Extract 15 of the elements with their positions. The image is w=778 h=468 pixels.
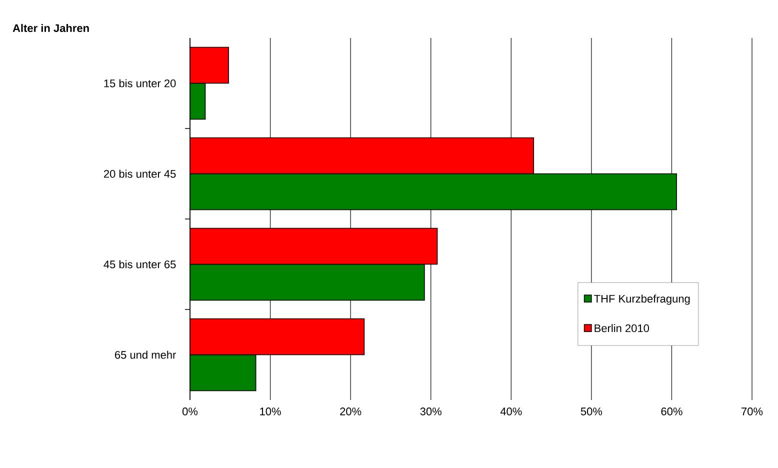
y-tick-label: 15 bis unter 20 [104, 79, 176, 88]
y-axis-title: Alter in Jahren [12, 24, 89, 32]
x-tick-label: 10% [260, 408, 281, 416]
x-tick-label: 20% [340, 408, 362, 416]
x-tick-label: 30% [420, 408, 442, 416]
x-tick-label: 70% [742, 408, 763, 416]
y-tick-label: 45 bis unter 65 [104, 260, 176, 268]
x-tick-label: 40% [500, 408, 522, 416]
x-tick-label: 60% [661, 408, 682, 416]
x-tick-label: 50% [580, 408, 602, 416]
legend-label: Berlin 2010 [594, 324, 650, 332]
y-tick-label: 20 bis unter 45 [104, 170, 176, 178]
legend-label: THF Kurzbefragung [594, 294, 690, 305]
y-tick-label: 65 und mehr [115, 350, 176, 359]
x-tick-label: 0% [182, 408, 198, 416]
